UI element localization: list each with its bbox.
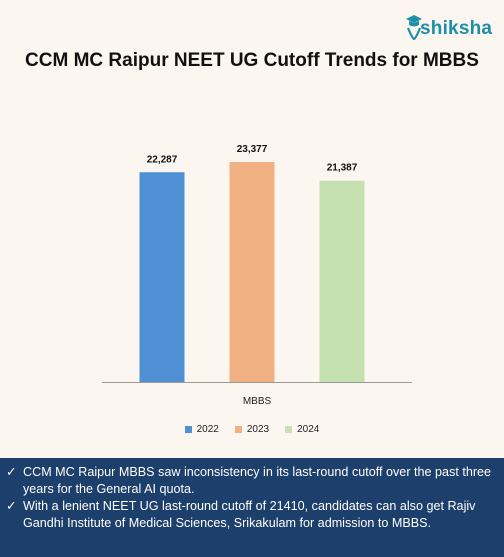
- check-icon: ✓: [6, 499, 17, 513]
- bar-2024: [319, 180, 365, 382]
- bar-2023: [229, 162, 275, 382]
- chart-legend: 2022 2023 2024: [0, 424, 504, 435]
- legend-swatch: [184, 426, 192, 433]
- legend-swatch: [234, 426, 242, 433]
- graduation-cap-icon: [406, 15, 422, 40]
- check-icon: ✓: [6, 465, 17, 479]
- legend-label: 2023: [246, 424, 270, 435]
- bar-2022: [139, 172, 185, 382]
- x-tick-label: MBBS: [243, 396, 272, 407]
- legend-label: 2022: [196, 424, 219, 435]
- legend-item-2022: 2022: [184, 424, 219, 435]
- legend-label: 2024: [297, 424, 320, 435]
- info-point: ✓ CCM MC Raipur MBBS saw inconsistency i…: [6, 464, 496, 498]
- info-point-text: CCM MC Raipur MBBS saw inconsistency in …: [23, 465, 492, 496]
- bar-chart: 22,287 23,377 21,387 MBBS: [102, 144, 412, 407]
- info-box: ✓ CCM MC Raipur MBBS saw inconsistency i…: [0, 458, 504, 557]
- data-label-2022: 22,287: [147, 154, 178, 165]
- info-point-text: With a lenient NEET UG last-round cutoff…: [23, 499, 476, 530]
- data-label-2023: 23,377: [237, 144, 268, 155]
- legend-swatch: [285, 426, 293, 433]
- legend-item-2023: 2023: [234, 424, 270, 435]
- shiksha-logo: shiksha: [404, 8, 496, 44]
- brand-name: shiksha: [420, 18, 493, 39]
- data-label-2024: 21,387: [327, 163, 358, 174]
- legend-item-2024: 2024: [285, 424, 319, 435]
- info-point: ✓ With a lenient NEET UG last-round cuto…: [6, 498, 496, 532]
- chart-title: CCM MC Raipur NEET UG Cutoff Trends for …: [25, 50, 479, 71]
- plot-area: 22,287 23,377 21,387 MBBS: [102, 144, 412, 407]
